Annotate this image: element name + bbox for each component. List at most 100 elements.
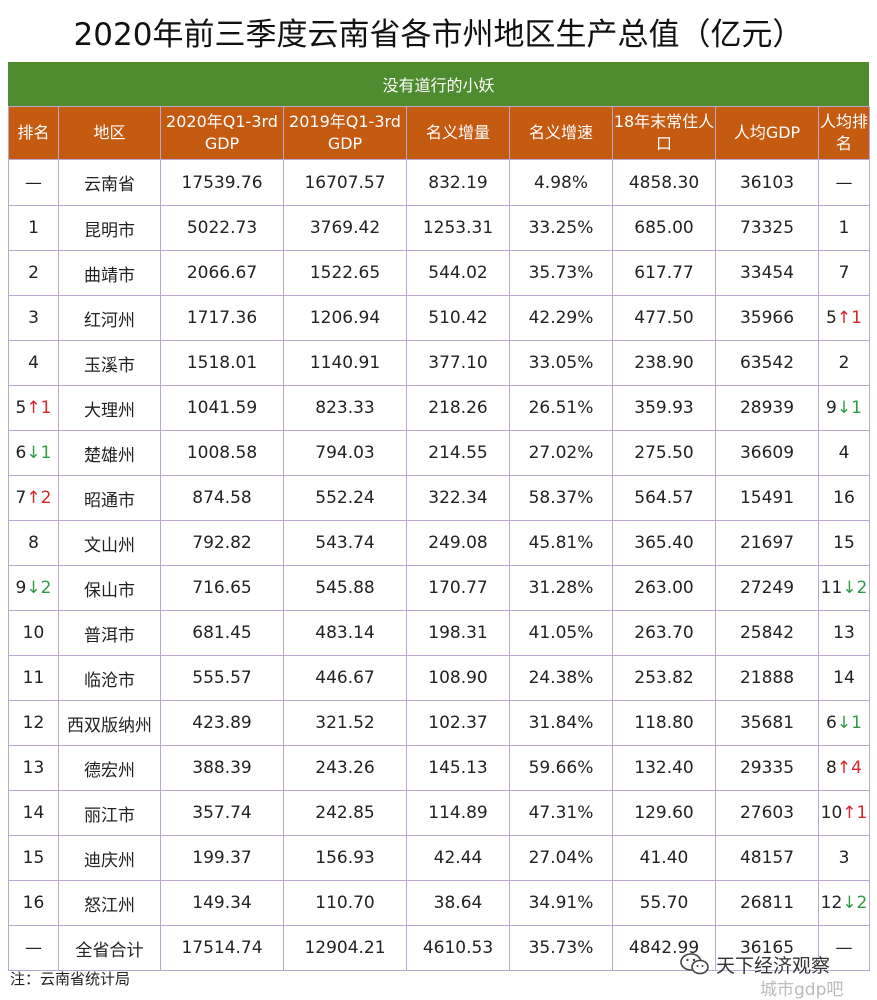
- rank-change: 1: [851, 308, 862, 328]
- gdp-2019-cell: 794.03: [283, 430, 407, 476]
- rank-value: 2: [28, 263, 39, 283]
- header-nominal-increase: 名义增量: [406, 106, 510, 160]
- rank-value: 4: [838, 443, 850, 463]
- nominal-increase-cell: 114.89: [406, 790, 510, 836]
- rank-cell: 4: [8, 340, 59, 386]
- per-capita-gdp-cell: 27603: [715, 790, 819, 836]
- gdp-2019-cell: 12904.21: [283, 925, 407, 971]
- gdp-2020-cell: 681.45: [160, 610, 284, 656]
- population-cell: 41.40: [612, 835, 716, 881]
- rank-change: 1: [851, 398, 862, 418]
- gdp-2020-cell: 555.57: [160, 655, 284, 701]
- table-row: 15 迪庆州 199.37 156.93 42.44 27.04% 41.40 48157 3: [8, 835, 870, 881]
- rank-value: 11: [22, 668, 45, 688]
- rank-down-indicator: ↓1: [837, 398, 862, 418]
- region-cell: 怒江州: [58, 880, 161, 926]
- gdp-2019-cell: 1206.94: [283, 295, 407, 341]
- rank-value: 9: [15, 578, 27, 598]
- rank-value: 7: [15, 488, 27, 508]
- source-note: 注：云南省统计局: [10, 970, 131, 988]
- gdp-2019-cell: 1140.91: [283, 340, 407, 386]
- population-cell: 365.40: [612, 520, 716, 566]
- rank-value: 16: [22, 893, 45, 913]
- header-population: 18年末常住人口: [612, 106, 716, 160]
- rank-value: 14: [22, 803, 45, 823]
- population-cell: 263.70: [612, 610, 716, 656]
- per-capita-rank-cell: 4: [818, 430, 870, 476]
- gdp-2019-cell: 543.74: [283, 520, 407, 566]
- nominal-increase-cell: 832.19: [406, 159, 510, 206]
- nominal-growth-cell: 59.66%: [509, 745, 613, 791]
- rank-up-indicator: ↑4: [837, 758, 862, 778]
- rank-value: 13: [833, 623, 855, 643]
- per-capita-rank-cell: 2: [818, 340, 870, 386]
- gdp-2019-cell: 156.93: [283, 835, 407, 881]
- region-cell: 保山市: [58, 565, 161, 611]
- rank-cell: 11: [8, 655, 59, 701]
- arrow-down-icon: ↓: [836, 713, 852, 733]
- rank-change: 1: [40, 443, 52, 463]
- rank-value: 12: [820, 893, 843, 913]
- region-cell: 昭通市: [58, 475, 161, 521]
- gdp-2019-cell: 110.70: [283, 880, 407, 926]
- region-cell: 全省合计: [58, 925, 161, 971]
- rank-change: 2: [40, 488, 52, 508]
- table-row: 11 临沧市 555.57 446.67 108.90 24.38% 253.82 21888…: [8, 655, 870, 701]
- wechat-icon: [680, 953, 709, 975]
- gdp-2019-cell: 1522.65: [283, 250, 407, 296]
- nominal-increase-cell: 4610.53: [406, 925, 510, 971]
- nominal-growth-cell: 45.81%: [509, 520, 613, 566]
- gdp-2019-cell: 3769.42: [283, 205, 407, 251]
- population-cell: 477.50: [612, 295, 716, 341]
- rank-value: 1: [28, 218, 39, 238]
- per-capita-gdp-cell: 21888: [715, 655, 819, 701]
- rank-cell: 3: [8, 295, 59, 341]
- per-capita-rank-cell: 15: [818, 520, 870, 566]
- rank-down-indicator: ↓1: [837, 713, 862, 733]
- rank-value: 16: [833, 488, 855, 508]
- table-row: 5↑1 大理州 1041.59 823.33 218.26 26.51% 359.93 289…: [8, 385, 870, 431]
- arrow-up-icon: ↑: [842, 803, 857, 823]
- arrow-up-icon: ↑: [26, 488, 41, 508]
- per-capita-rank-cell: 9↓1: [818, 385, 870, 431]
- nominal-increase-cell: 214.55: [406, 430, 510, 476]
- watermark-text: 天下经济观察: [716, 954, 831, 977]
- table-row: 7↑2 昭通市 874.58 552.24 322.34 58.37% 564.57 1549…: [8, 475, 870, 521]
- per-capita-rank-cell: 5↑1: [818, 295, 870, 341]
- table-row: 9↓2 保山市 716.65 545.88 170.77 31.28% 263.00 2724…: [8, 565, 870, 611]
- population-cell: 685.00: [612, 205, 716, 251]
- region-cell: 楚雄州: [58, 430, 161, 476]
- region-cell: 云南省: [58, 159, 161, 206]
- rank-change: 1: [851, 713, 862, 733]
- table-row: 6↓1 楚雄州 1008.58 794.03 214.55 27.02% 275.50 366…: [8, 430, 870, 476]
- rank-value: 14: [833, 668, 855, 688]
- rank-value: 6: [826, 713, 837, 733]
- rank-cell: 9↓2: [8, 565, 59, 611]
- per-capita-gdp-cell: 35681: [715, 700, 819, 746]
- per-capita-rank-cell: 14: [818, 655, 870, 701]
- arrow-up-icon: ↑: [26, 398, 41, 418]
- table-row: — 全省合计 17514.74 12904.21 4610.53 35.73% 4842.9…: [8, 925, 870, 971]
- region-cell: 大理州: [58, 385, 161, 431]
- nominal-growth-cell: 31.84%: [509, 700, 613, 746]
- arrow-down-icon: ↓: [836, 398, 852, 418]
- nominal-increase-cell: 102.37: [406, 700, 510, 746]
- per-capita-rank-cell: —: [818, 925, 870, 971]
- rank-change: 2: [40, 578, 52, 598]
- header-gdp-2020: 2020年Q1-3rd GDP: [160, 106, 284, 160]
- population-cell: 238.90: [612, 340, 716, 386]
- subtitle-banner: 没有道行的小妖: [8, 62, 869, 106]
- gdp-2020-cell: 1008.58: [160, 430, 284, 476]
- page-title: 2020年前三季度云南省各市州地区生产总值（亿元）: [73, 16, 804, 53]
- per-capita-rank-cell: 11↓2: [818, 565, 870, 611]
- rank-value: 13: [22, 758, 45, 778]
- rank-cell: 5↑1: [8, 385, 59, 431]
- nominal-growth-cell: 34.91%: [509, 880, 613, 926]
- rank-down-indicator: ↓2: [26, 578, 51, 598]
- arrow-down-icon: ↓: [26, 443, 41, 463]
- gdp-2019-cell: 243.26: [283, 745, 407, 791]
- rank-cell: 10: [8, 610, 59, 656]
- arrow-down-icon: ↓: [842, 893, 857, 913]
- gdp-2020-cell: 149.34: [160, 880, 284, 926]
- rank-down-indicator: ↓2: [842, 578, 867, 598]
